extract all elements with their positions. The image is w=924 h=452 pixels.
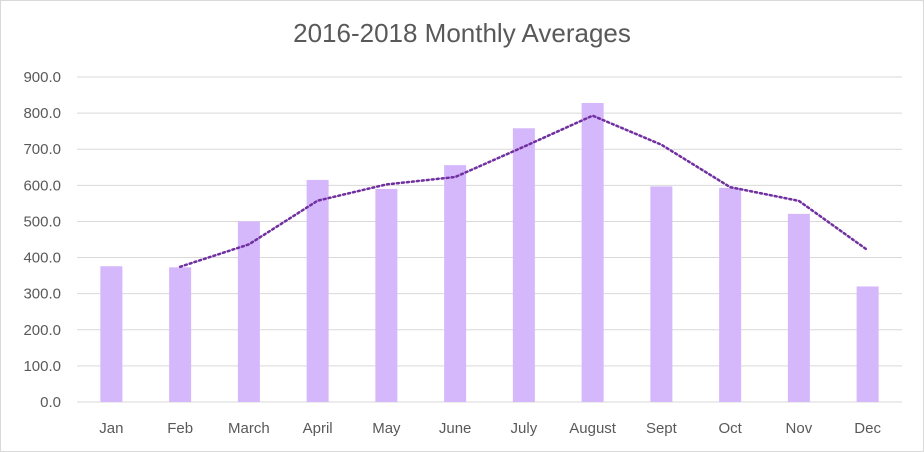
y-tick-label: 200.0 (23, 322, 61, 339)
x-tick-label: March (228, 420, 270, 437)
y-tick-label: 600.0 (23, 177, 61, 194)
y-axis-ticks: 0.0 100.0 200.0 300.0 400.0 500.0 600.0 700.0 80… (23, 69, 61, 411)
bar-sept (650, 186, 673, 402)
bar-march (237, 221, 260, 402)
y-tick-label: 0.0 (40, 394, 61, 411)
x-tick-label: July (511, 420, 538, 437)
x-tick-label: Sept (646, 420, 678, 437)
gridlines (77, 76, 902, 403)
y-tick-label: 400.0 (23, 250, 61, 267)
trendline-group (178, 114, 869, 269)
bar-april (306, 179, 329, 402)
y-tick-label: 900.0 (23, 69, 61, 86)
moving-average-trendline (178, 114, 869, 269)
y-tick-label: 100.0 (23, 358, 61, 375)
bar-feb (169, 267, 192, 402)
bar-june (444, 165, 467, 402)
x-tick-label: April (303, 420, 333, 437)
y-tick-label: 800.0 (23, 105, 61, 122)
bar-nov (787, 213, 810, 402)
chart-title: 2016-2018 Monthly Averages (293, 18, 631, 48)
y-tick-label: 700.0 (23, 141, 61, 158)
x-tick-label: June (439, 420, 472, 437)
bar-july (512, 128, 535, 402)
bar-dec (856, 286, 879, 402)
x-tick-label: May (372, 420, 401, 437)
x-tick-label: Oct (718, 420, 742, 437)
x-tick-label: Feb (167, 420, 193, 437)
y-tick-label: 500.0 (23, 213, 61, 230)
bar-jan (100, 266, 123, 402)
x-tick-label: August (569, 420, 617, 437)
bars (100, 103, 879, 402)
x-tick-label: Dec (854, 420, 881, 437)
y-tick-label: 300.0 (23, 286, 61, 303)
bar-may (375, 188, 398, 402)
bar-oct (719, 187, 742, 402)
bar-august (581, 103, 604, 402)
x-axis-ticks: Jan Feb March April May June July August Sept Oct… (99, 420, 881, 437)
x-tick-label: Jan (99, 420, 123, 437)
x-tick-label: Nov (786, 420, 813, 437)
